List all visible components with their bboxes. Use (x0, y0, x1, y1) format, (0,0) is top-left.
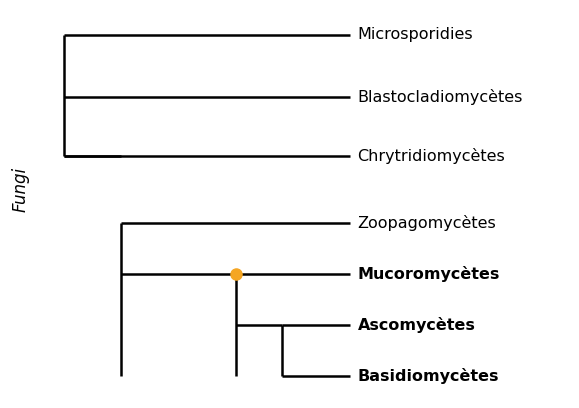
Text: Ascomycètes: Ascomycètes (358, 317, 475, 333)
Text: Fungi: Fungi (12, 167, 30, 212)
Text: Mucoromycètes: Mucoromycètes (358, 266, 500, 282)
Text: Microsporidies: Microsporidies (358, 27, 473, 42)
Text: Basidiomycètes: Basidiomycètes (358, 368, 499, 384)
Text: Chrytridiomycètes: Chrytridiomycètes (358, 148, 505, 164)
Text: Zoopagomycètes: Zoopagomycètes (358, 215, 496, 231)
Text: Blastocladiomycètes: Blastocladiomycètes (358, 89, 523, 105)
